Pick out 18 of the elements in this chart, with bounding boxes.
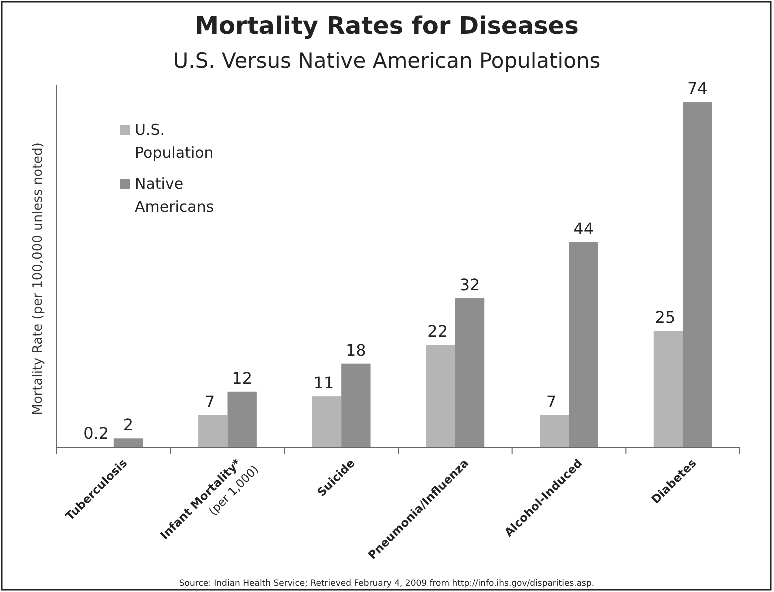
- chart-title: Mortality Rates for Diseases: [195, 12, 579, 40]
- data-label: 11: [314, 374, 334, 393]
- data-label: 18: [346, 340, 366, 360]
- data-label: 7: [205, 392, 216, 412]
- data-label: 22: [428, 322, 448, 342]
- y-axis-title: Mortality Rate (per 100,000 unless noted): [31, 142, 46, 416]
- data-label: 74: [688, 79, 708, 98]
- data-label: 44: [574, 219, 594, 238]
- data-label: 32: [460, 275, 480, 294]
- chart-subtitle: U.S. Versus Native American Populations: [173, 49, 601, 73]
- data-label: 12: [232, 368, 253, 388]
- legend-label: U.S. Population: [135, 121, 214, 162]
- source-note: Source: Indian Health Service; Retrieved February 4, 2009 from http://info.ihs.gov/disparities.asp.: [179, 579, 595, 589]
- data-label: 2: [123, 416, 134, 435]
- data-label: 0.2: [84, 424, 110, 444]
- legend-label: Native Americans: [135, 175, 214, 216]
- data-label: 7: [546, 392, 557, 412]
- data-label: 25: [655, 308, 676, 328]
